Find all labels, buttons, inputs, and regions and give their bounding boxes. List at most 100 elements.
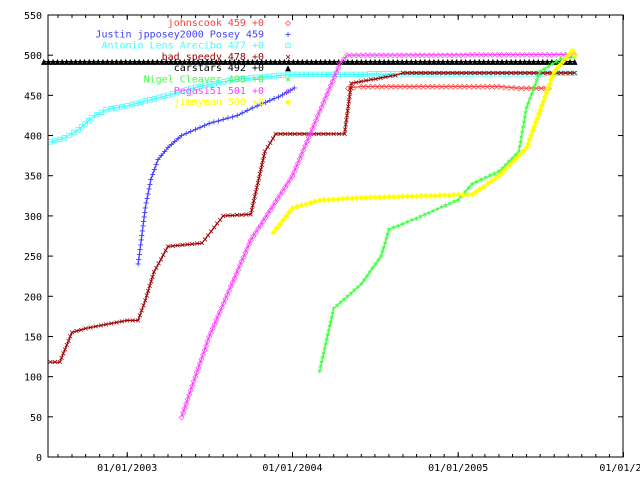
data-point: × [508, 68, 514, 79]
data-point: ▲ [358, 57, 364, 68]
data-point: ⊡ [98, 108, 104, 119]
data-point: ◆ [520, 146, 526, 157]
data-point: × [277, 129, 283, 140]
data-point: ⊡ [503, 69, 509, 80]
data-point: ◇ [516, 83, 522, 94]
data-point: ▲ [349, 57, 355, 68]
data-point: × [311, 129, 317, 140]
data-point: × [441, 68, 447, 79]
data-point: ◇ [367, 82, 373, 93]
data-point: ⊡ [129, 100, 135, 111]
data-point: ⊡ [52, 136, 58, 147]
data-point: ◇ [440, 50, 446, 61]
data-point: + [206, 119, 212, 130]
data-point: + [225, 113, 231, 124]
data-point: ◇ [192, 372, 198, 383]
data-point: ▲ [218, 57, 224, 68]
series-jimmyman: ◆◆◆◆◆◆◆◆◆◆◆◆◆◆◆◆◆◆◆◆◆◆◆◆◆◆◆◆◆◆◆◆◆◆◆◆◆◆◆◆… [270, 45, 577, 238]
data-point: × [153, 263, 159, 274]
data-point: ✶ [532, 80, 538, 91]
data-point: ◇ [450, 82, 456, 93]
data-point: × [64, 340, 70, 351]
data-point: + [211, 117, 217, 128]
data-point: ◇ [231, 273, 237, 284]
data-point: ⊡ [408, 69, 414, 80]
data-point: ▲ [313, 57, 319, 68]
data-point: ◇ [395, 82, 401, 93]
data-point: ◇ [185, 394, 191, 405]
data-point: ◇ [412, 50, 418, 61]
y-tick-label: 350 [24, 172, 42, 183]
data-point: + [271, 94, 277, 105]
data-point: ◇ [501, 82, 507, 93]
data-point: ⊡ [471, 69, 477, 80]
data-point: × [119, 316, 125, 327]
data-point: ⊡ [89, 113, 95, 124]
data-point: ▲ [109, 57, 115, 68]
data-point: × [260, 156, 266, 167]
data-point: ⊡ [243, 74, 249, 85]
data-point: ⊡ [280, 70, 286, 81]
data-point: ◆ [492, 173, 498, 184]
data-point: ✶ [527, 93, 533, 104]
data-point: ◆ [363, 192, 369, 203]
data-point: ⊡ [521, 69, 527, 80]
data-point: ◇ [426, 50, 432, 61]
data-point: ◇ [180, 407, 186, 418]
data-point: × [249, 205, 255, 216]
data-point: ✶ [334, 300, 340, 311]
data-point: ✶ [328, 317, 334, 328]
data-point: × [250, 200, 256, 211]
data-point: ▲ [231, 57, 237, 68]
data-point: ◇ [481, 50, 487, 61]
data-point: ◇ [558, 49, 564, 60]
data-point: ⊡ [371, 69, 377, 80]
data-point: ▲ [281, 57, 287, 68]
data-point: ▲ [481, 57, 487, 68]
data-point: ◇ [230, 277, 236, 288]
data-point: ▲ [91, 57, 97, 68]
data-point: ◆ [344, 193, 350, 204]
data-point: ◆ [381, 192, 387, 203]
data-point: ◇ [287, 175, 293, 186]
data-point: × [234, 210, 240, 221]
legend-entry-label: Justin jpposey2000 Posey 459 [95, 29, 264, 40]
data-point: ◇ [536, 83, 542, 94]
data-point: + [139, 230, 145, 241]
data-point: ▲ [386, 57, 392, 68]
data-point: ▲ [562, 57, 568, 68]
data-point: ▲ [209, 57, 215, 68]
data-point: × [336, 129, 342, 140]
data-point: ✶ [443, 200, 449, 211]
data-point: ◆ [270, 227, 276, 238]
data-point: ✶ [455, 195, 461, 206]
data-point: ◆ [283, 211, 289, 222]
data-point: ◇ [526, 50, 532, 61]
data-point: × [262, 147, 268, 158]
data-point: ⊡ [535, 69, 541, 80]
data-point: ◇ [476, 50, 482, 61]
data-point: + [136, 250, 142, 261]
data-point: ◇ [413, 82, 419, 93]
data-point: ◇ [363, 82, 369, 93]
data-point: ✶ [324, 335, 330, 346]
data-point: ✶ [318, 362, 324, 373]
data-point: + [179, 131, 185, 142]
data-point: ◇ [449, 50, 455, 61]
data-point: ▲ [445, 57, 451, 68]
data-point: ▲ [123, 57, 129, 68]
series-line [181, 53, 575, 417]
data-point: × [261, 151, 267, 162]
data-point: ◇ [302, 141, 308, 152]
data-point: × [463, 68, 469, 79]
series-johnscook: ◇ ◇ ◇◇◇◇◇◇◇◇◇◇◇◇◇◇◇◇◇◇◇◇◇◇◇◇◇◇◇◇◇◇◇◇◇◇◇◇◇◇… [345, 82, 552, 95]
data-point: ⊡ [170, 89, 176, 100]
data-point: ◇ [549, 50, 555, 61]
data-point: + [215, 116, 221, 127]
data-point: × [343, 115, 349, 126]
data-point: ✶ [344, 291, 350, 302]
data-point: × [477, 68, 483, 79]
x-tick-label: 01/01/2003 [97, 463, 157, 474]
data-point: ◇ [381, 50, 387, 61]
data-point: + [230, 112, 236, 123]
